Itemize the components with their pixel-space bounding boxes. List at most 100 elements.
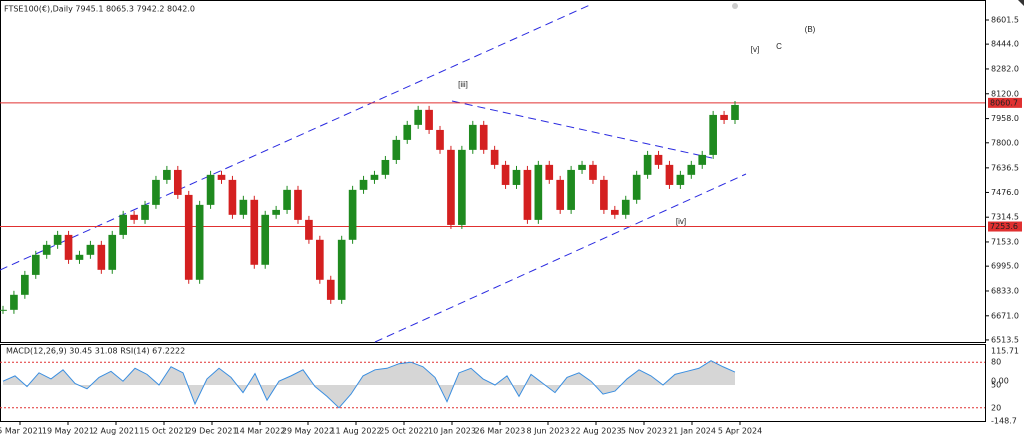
indicator-title: MACD(12,26,9) 30.45 31.08 RSI(14) 67.222… (6, 347, 185, 356)
marker (732, 3, 738, 9)
candle (501, 164, 510, 185)
y-tick-label: 8601.5 (991, 15, 1019, 24)
candle (97, 244, 106, 270)
candle (152, 179, 160, 205)
candle (556, 179, 565, 210)
candle (534, 164, 543, 220)
indicator-line (2, 360, 736, 409)
x-tick-label: 5 Nov 2023 (621, 427, 667, 436)
candle (305, 219, 313, 240)
x-tick-label: 21 Jan 2024 (668, 427, 716, 436)
indicator-tick-label: 0.00 (991, 377, 1009, 386)
candle (698, 154, 707, 165)
indicator-tick-label: 20 (991, 404, 1001, 413)
candle (425, 109, 433, 130)
y-tick-label: 8120.0 (991, 89, 1019, 98)
candle (163, 169, 171, 180)
x-tick-label: 29 Dec 2021 (186, 427, 237, 436)
y-tick-label: 7476.0 (991, 188, 1019, 197)
x-tick-label: 2 Aug 2021 (93, 427, 139, 436)
indicator-tick-label: -148.7 (991, 417, 1017, 426)
candle (643, 154, 652, 175)
candle (621, 199, 630, 215)
candle (0, 309, 7, 311)
candle (108, 234, 117, 270)
candle (272, 209, 280, 215)
candle (337, 239, 346, 300)
x-tick-label: 5 Apr 2024 (718, 427, 762, 436)
wave-label: [v] (751, 45, 759, 54)
candle (141, 204, 149, 220)
candle (545, 164, 554, 180)
price-tag (988, 221, 1022, 232)
candle (184, 194, 193, 280)
candle (512, 169, 521, 185)
candle (589, 164, 597, 180)
candle (665, 164, 674, 185)
candle (403, 124, 412, 140)
candle (709, 114, 717, 155)
wave-label: C (776, 42, 782, 51)
candle (731, 104, 739, 120)
candle (632, 174, 641, 200)
candle (75, 254, 84, 260)
y-tick-label: 6995.0 (991, 262, 1019, 271)
x-tick-label: 26 Mar 2023 (475, 427, 526, 436)
candle (239, 199, 248, 215)
wave-label: [iv] (676, 217, 686, 226)
candle (490, 149, 499, 165)
candle (86, 244, 95, 255)
y-tick-label: 7958.0 (991, 114, 1019, 123)
candle (228, 179, 237, 215)
indicator-tick-label: 50 (991, 381, 1001, 390)
candle (250, 199, 259, 265)
x-tick-label: 15 Oct 2021 (139, 427, 188, 436)
indicator-area (3, 360, 735, 408)
candle (283, 189, 291, 210)
indicator-tick-label: 115.71 (991, 347, 1019, 356)
corner (1018, 0, 1024, 6)
y-tick-label: 6671.0 (991, 311, 1019, 320)
candle (64, 234, 73, 260)
candle (381, 159, 390, 175)
candle (523, 169, 532, 220)
indicator-tick-label: 80 (991, 358, 1001, 367)
trend-line (451, 100, 713, 159)
candle (458, 149, 466, 225)
y-tick-label: 6833.0 (991, 286, 1019, 295)
candle (53, 234, 62, 245)
upper-channel (0, 3, 593, 271)
price-tag (988, 97, 1022, 108)
wave-label: [iii] (458, 80, 468, 89)
candle (359, 179, 368, 190)
candle (119, 214, 128, 235)
candle (130, 214, 138, 220)
candle (42, 244, 51, 255)
y-tick-label: 6513.5 (991, 335, 1019, 344)
candle (348, 189, 357, 240)
candle (447, 149, 455, 225)
x-tick-label: 5 Mar 2021 (0, 427, 43, 436)
candle (676, 174, 685, 185)
price-tag-label: 7253.6 (990, 222, 1018, 231)
x-tick-label: 19 May 2021 (42, 427, 94, 436)
candle (294, 189, 302, 220)
candle (326, 279, 335, 300)
x-tick-label: 11 Aug 2022 (330, 427, 381, 436)
candle (468, 124, 477, 150)
candle (414, 109, 422, 125)
candle (206, 174, 215, 205)
candle (261, 214, 270, 265)
candle (578, 164, 586, 170)
x-tick-label: 14 Mar 2022 (235, 427, 286, 436)
candle (370, 174, 379, 180)
candle (173, 169, 182, 195)
y-tick-label: 7153.0 (991, 237, 1019, 246)
candle (21, 274, 29, 295)
candle (610, 209, 619, 215)
candle (479, 124, 488, 150)
candle (31, 254, 40, 275)
